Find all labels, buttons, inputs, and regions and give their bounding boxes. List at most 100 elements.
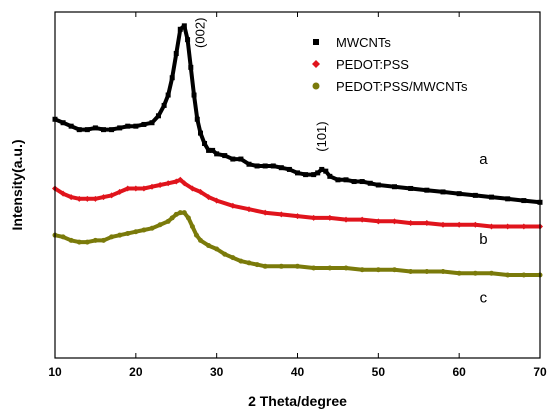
curve-label-b: b xyxy=(479,231,487,248)
data-point xyxy=(303,172,309,178)
data-point xyxy=(408,269,414,274)
data-point xyxy=(165,180,172,187)
data-point xyxy=(177,26,183,32)
x-tick-label: 30 xyxy=(210,365,224,379)
data-point xyxy=(101,127,106,133)
data-point xyxy=(359,179,365,185)
data-point xyxy=(294,213,301,220)
data-point xyxy=(278,263,284,269)
legend-item: MWCNTs xyxy=(313,35,391,50)
data-point xyxy=(327,265,333,271)
series-pedot-pss xyxy=(52,176,543,230)
series-line xyxy=(53,23,542,205)
x-axis-title: 2 Theta/degree xyxy=(248,393,347,409)
data-point xyxy=(488,223,495,230)
data-point xyxy=(173,211,179,217)
data-point xyxy=(206,147,212,153)
data-point xyxy=(311,172,317,178)
data-point xyxy=(286,166,292,172)
data-point xyxy=(521,198,527,204)
data-point xyxy=(125,230,131,236)
curve-label-a: a xyxy=(479,151,488,168)
data-point xyxy=(68,123,74,129)
legend-label: PEDOT:PSS xyxy=(336,57,409,72)
data-point xyxy=(177,176,184,183)
data-point xyxy=(185,37,191,43)
legend: MWCNTs PEDOT:PSS PEDOT:PSS/MWCNTs xyxy=(312,35,468,94)
data-point xyxy=(343,177,349,183)
data-point xyxy=(76,195,83,202)
data-point xyxy=(84,195,91,202)
data-point xyxy=(109,127,115,133)
x-tick-label: 70 xyxy=(533,365,547,379)
data-point xyxy=(68,237,74,243)
data-point xyxy=(161,102,167,108)
data-point xyxy=(246,260,252,266)
data-point xyxy=(116,188,123,195)
data-point xyxy=(157,182,164,188)
data-point xyxy=(173,51,179,57)
data-point xyxy=(391,218,398,225)
data-point xyxy=(198,237,203,243)
legend-item: PEDOT:PSS xyxy=(312,57,409,72)
data-point xyxy=(456,221,463,228)
data-point xyxy=(472,270,478,276)
data-point xyxy=(238,258,244,264)
data-point xyxy=(60,190,67,197)
data-point xyxy=(343,265,349,271)
data-point xyxy=(205,194,212,201)
data-point xyxy=(132,185,139,192)
data-point xyxy=(278,165,284,171)
data-point xyxy=(392,184,397,190)
data-point xyxy=(423,220,430,227)
data-point xyxy=(472,192,478,198)
series-pedot-pss-mwcnts xyxy=(52,210,543,278)
data-point xyxy=(165,218,171,224)
data-point xyxy=(326,214,333,221)
data-point xyxy=(424,269,430,274)
data-point xyxy=(262,209,269,216)
data-point xyxy=(351,179,357,185)
data-point xyxy=(202,140,208,146)
plot-frame xyxy=(54,11,541,359)
data-point xyxy=(214,151,220,157)
data-point xyxy=(489,270,494,276)
data-point xyxy=(109,234,115,240)
data-point xyxy=(315,170,321,176)
data-point xyxy=(68,194,75,201)
data-point xyxy=(206,243,212,249)
data-point xyxy=(359,216,366,223)
data-point xyxy=(408,185,414,191)
data-point xyxy=(149,183,155,190)
data-point xyxy=(440,189,446,195)
data-point xyxy=(335,177,341,183)
data-point xyxy=(84,127,90,133)
data-point xyxy=(124,185,131,192)
data-point xyxy=(191,92,197,98)
data-point xyxy=(310,214,317,221)
data-point xyxy=(155,113,161,119)
data-point xyxy=(194,116,200,122)
data-point xyxy=(169,215,175,221)
data-point xyxy=(359,267,365,273)
data-point xyxy=(230,156,236,162)
x-tick-label: 40 xyxy=(291,365,305,379)
data-point xyxy=(140,185,147,192)
data-point xyxy=(456,191,462,197)
series-mwcnts xyxy=(52,23,543,205)
data-point xyxy=(472,221,479,228)
data-point xyxy=(210,147,216,153)
data-point xyxy=(440,221,446,228)
data-point xyxy=(149,120,155,126)
data-point xyxy=(375,267,381,273)
data-point xyxy=(125,123,131,129)
data-point xyxy=(76,239,82,245)
data-point xyxy=(262,263,268,269)
data-point xyxy=(246,206,252,213)
data-point xyxy=(521,272,527,278)
data-point xyxy=(520,223,527,230)
data-point xyxy=(141,227,147,233)
x-tick-label: 50 xyxy=(372,365,386,379)
